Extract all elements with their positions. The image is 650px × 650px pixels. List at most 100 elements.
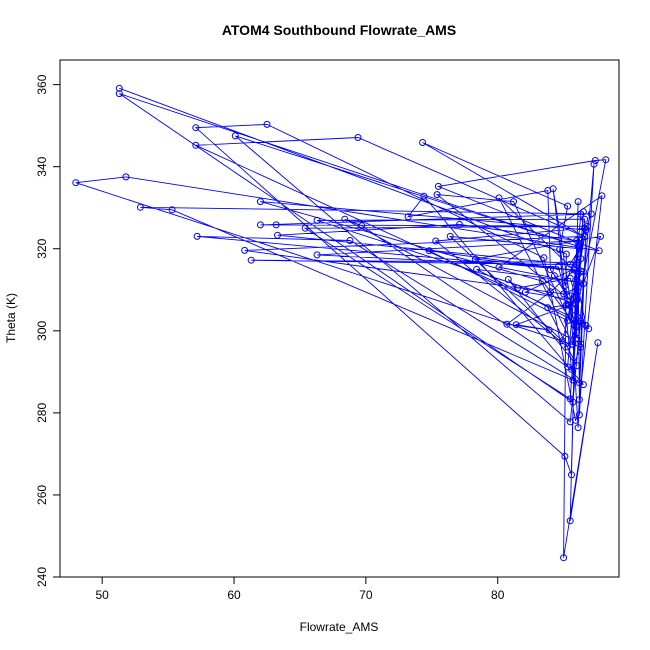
data-point (574, 283, 582, 291)
data-point (539, 277, 546, 285)
data-point (544, 187, 552, 194)
data-point (598, 192, 606, 200)
data-point (582, 226, 590, 234)
data-point (546, 288, 554, 296)
data-point (446, 232, 454, 240)
data-point (573, 334, 581, 342)
data-point (561, 282, 569, 290)
y-tick-label: 320 (35, 238, 49, 258)
data-point (566, 517, 574, 525)
x-axis-label: Flowrate_AMS (300, 620, 379, 634)
data-point (562, 250, 570, 258)
data-point (301, 224, 309, 232)
data-point (512, 321, 520, 329)
data-point (574, 424, 582, 432)
data-point (72, 179, 80, 187)
data-point (425, 247, 433, 255)
data-point (313, 216, 321, 224)
y-tick-label: 240 (35, 567, 49, 587)
data-point (247, 256, 255, 264)
y-axis: 240 260 280 300 320 340 360 (35, 74, 61, 587)
data-point (136, 203, 144, 211)
data-point (577, 317, 585, 325)
chart-title: ATOM4 Southbound Flowrate_AMS (222, 22, 456, 38)
data-point (419, 139, 427, 146)
data-point (581, 232, 589, 240)
data-point (420, 192, 428, 200)
data-point (581, 215, 589, 223)
data-point (560, 554, 568, 562)
data-point (594, 339, 602, 347)
data-point (579, 381, 587, 389)
data-point (346, 237, 354, 244)
data-point (274, 231, 281, 239)
data-point (545, 326, 553, 334)
data-point (122, 173, 130, 181)
data-point (510, 198, 517, 206)
data-series (72, 84, 610, 562)
data-point (432, 237, 440, 245)
data-point (471, 255, 479, 263)
data-point (404, 213, 412, 221)
x-tick-label: 60 (227, 588, 241, 602)
data-point (566, 395, 574, 403)
data-point (354, 134, 362, 141)
data-point (546, 266, 554, 274)
data-point (456, 221, 463, 228)
data-point (579, 268, 587, 276)
data-point (574, 258, 582, 266)
data-point (231, 132, 239, 140)
data-point (577, 237, 585, 244)
data-point (115, 90, 123, 98)
data-point (587, 210, 595, 218)
data-point (561, 452, 569, 460)
data-point (579, 208, 587, 216)
data-point (570, 265, 578, 273)
data-point (566, 260, 574, 268)
data-point (569, 376, 577, 384)
data-point (573, 237, 581, 244)
data-point (503, 320, 511, 328)
data-point (574, 198, 582, 206)
data-point (540, 254, 548, 262)
x-tick-label: 80 (491, 588, 505, 602)
y-tick-label: 260 (35, 485, 49, 505)
data-point (566, 274, 574, 282)
data-point (504, 276, 512, 283)
data-point (256, 221, 264, 229)
data-point (597, 232, 604, 240)
data-point (581, 224, 589, 232)
data-point (590, 160, 598, 168)
data-point (433, 191, 441, 199)
y-tick-label: 280 (35, 403, 49, 423)
data-point (577, 340, 585, 348)
x-tick-label: 70 (359, 588, 373, 602)
data-point (568, 471, 575, 479)
data-point (558, 337, 566, 345)
data-point (602, 156, 610, 164)
data-point (560, 290, 568, 298)
data-point (550, 272, 558, 280)
y-tick-label: 360 (35, 74, 49, 94)
y-axis-label: Theta (K) (4, 293, 18, 343)
data-point (256, 198, 264, 206)
data-point (544, 304, 552, 312)
series-line (75, 87, 607, 558)
data-point (562, 301, 570, 309)
data-point (193, 232, 201, 240)
data-point (575, 243, 583, 251)
data-point (434, 182, 442, 190)
data-point (575, 411, 583, 419)
data-point (566, 292, 574, 300)
data-point (241, 246, 249, 254)
data-point (591, 157, 599, 164)
data-point (115, 84, 123, 92)
x-tick-label: 50 (96, 588, 110, 602)
data-point (595, 247, 603, 255)
data-point (192, 124, 200, 132)
data-point (192, 141, 200, 149)
x-axis: 50 60 70 80 (96, 576, 505, 602)
data-point (575, 396, 583, 404)
